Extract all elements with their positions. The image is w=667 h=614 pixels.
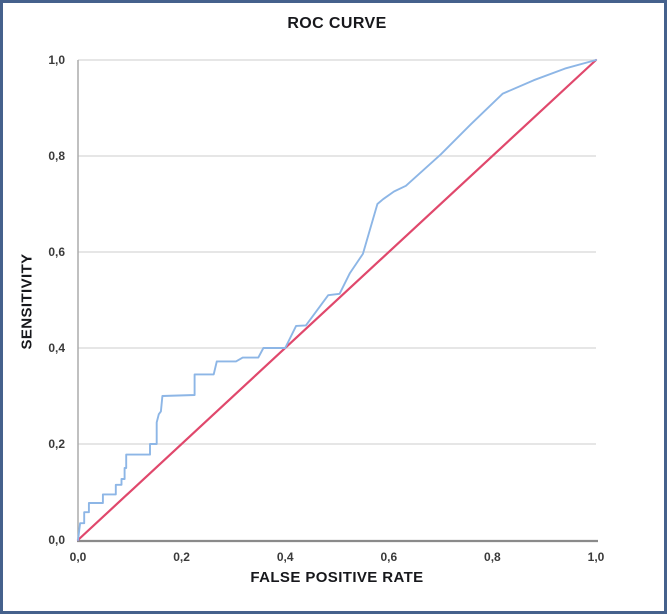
reference-diagonal-line [76,58,598,542]
x-tick-label: 0,0 [69,550,87,564]
x-tick-label: 0,2 [173,550,190,564]
roc-curve-line [77,59,597,541]
y-tick-label: 0,2 [48,437,65,451]
x-tick-label: 0,4 [276,550,294,564]
x-axis-label: FALSE POSITIVE RATE [250,569,424,586]
chart-title: ROC CURVE [287,15,387,32]
y-tick-label: 0,8 [48,149,65,163]
y-axis-label: SENSITIVITY [18,253,36,350]
y-tick-label: 0,6 [48,245,65,259]
x-tick-label: 1,0 [587,550,605,564]
x-tick-label: 0,6 [380,550,398,564]
y-tick-label: 0,4 [48,341,65,355]
x-tick-label: 0,8 [484,550,501,564]
y-tick-label: 0,0 [48,533,65,547]
roc-plot-canvas [76,58,598,543]
y-tick-label: 1,0 [48,53,65,67]
